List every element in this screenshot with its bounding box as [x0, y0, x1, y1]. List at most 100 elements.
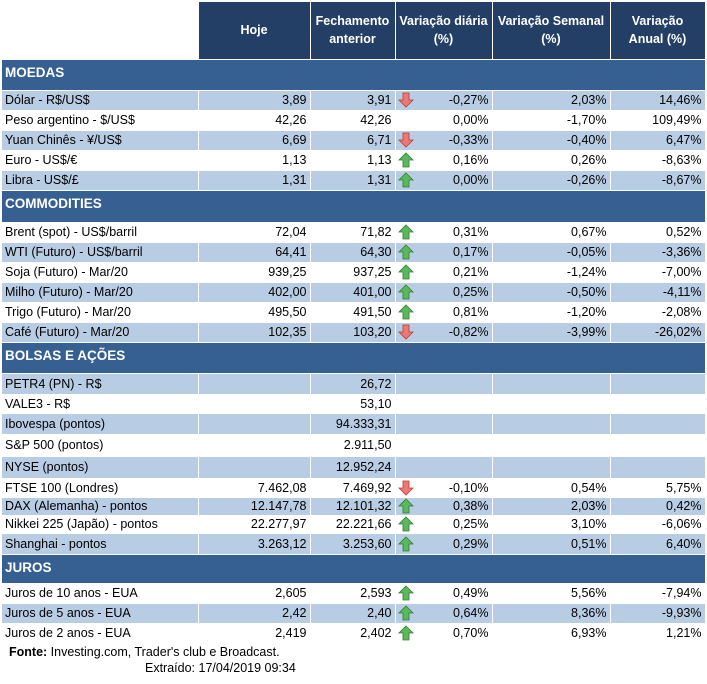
cell-var-anual: 5,75% — [610, 478, 706, 498]
cell-fechamento: 53,10 — [310, 394, 396, 414]
section-title: COMMODITIES — [2, 190, 706, 223]
var-diaria-value: 0,49% — [453, 586, 489, 600]
cell-var-anual: 0,52% — [610, 222, 706, 243]
table-row: Dólar - R$/US$ 3,89 3,91 -0,27% 2,03% 14,46% — [2, 90, 706, 111]
source-note: Fonte: Investing.com, Trader's club e Br… — [2, 644, 705, 660]
var-diaria-value: 0,29% — [453, 536, 489, 551]
cell-var-semanal: -1,70% — [492, 110, 611, 131]
cell-var-anual: 0,42% — [610, 497, 706, 516]
cell-var-diaria: 0,21% — [395, 262, 493, 283]
cell-var-diaria: 0,64% — [395, 603, 493, 624]
table-row: Milho (Futuro) - Mar/20 402,00 401,00 0,25%… — [2, 282, 706, 303]
cell-var-semanal — [492, 373, 611, 395]
cell-hoje: 64,41 — [198, 242, 311, 263]
cell-var-semanal: 2,03% — [492, 497, 611, 516]
source-label: Fonte: — [9, 644, 48, 659]
cell-fechamento: 94.333,31 — [310, 413, 396, 435]
cell-hoje — [198, 456, 311, 479]
row-label: Milho (Futuro) - Mar/20 — [2, 282, 199, 303]
cell-var-anual: 6,47% — [610, 130, 706, 151]
cell-var-semanal: 5,56% — [492, 583, 611, 604]
cell-hoje: 102,35 — [198, 322, 311, 343]
cell-var-semanal: 0,26% — [492, 150, 611, 171]
cell-var-anual: -9,93% — [610, 603, 706, 624]
cell-var-anual: -8,67% — [610, 170, 706, 191]
cell-hoje: 2,42 — [198, 603, 311, 624]
var-diaria-value: 0,25% — [453, 517, 489, 531]
table-row: Juros de 10 anos - EUA 2,605 2,593 0,49% 5,5… — [2, 583, 706, 604]
cell-var-anual — [610, 434, 706, 457]
cell-var-diaria: 0,31% — [395, 222, 493, 243]
cell-var-diaria — [395, 373, 493, 395]
table-row: Shanghai - pontos 3.263,12 3.253,60 0,29% 0,… — [2, 533, 706, 555]
section-header: BOLSAS E AÇÕES — [2, 342, 706, 374]
arrow-up-icon — [397, 244, 414, 260]
cell-var-anual: -7,94% — [610, 583, 706, 604]
table-row: Brent (spot) - US$/barril 72,04 71,82 0,31%… — [2, 222, 706, 243]
cell-var-semanal: 0,67% — [492, 222, 611, 243]
table-row: Libra - US$/£ 1,31 1,31 0,00% -0,26% -8,67% — [2, 170, 706, 191]
var-diaria-value: 0,17% — [453, 245, 489, 259]
row-label: DAX (Alemanha) - pontos — [2, 497, 199, 516]
var-diaria-value: -0,82% — [448, 325, 489, 339]
cell-var-semanal: -0,05% — [492, 242, 611, 263]
cell-fechamento: 1,31 — [310, 170, 396, 191]
cell-var-semanal: -0,40% — [492, 130, 611, 151]
cell-var-anual: -3,36% — [610, 242, 706, 263]
header-fechamento: Fechamento anterior — [310, 2, 396, 60]
cell-fechamento: 2.911,50 — [310, 434, 396, 457]
table-row: Juros de 2 anos - EUA 2,419 2,402 0,70% 6,93… — [2, 623, 706, 644]
cell-var-diaria — [395, 456, 493, 479]
header-var-anual: Variação Anual (%) — [610, 2, 706, 60]
arrow-up-icon — [397, 625, 414, 641]
var-diaria-value: 0,25% — [453, 285, 489, 299]
cell-hoje: 2,605 — [198, 583, 311, 604]
cell-hoje: 3,89 — [198, 90, 311, 111]
row-label: Dólar - R$/US$ — [2, 90, 199, 111]
cell-var-anual — [610, 456, 706, 479]
var-diaria-value: -0,33% — [448, 133, 489, 147]
cell-var-semanal — [492, 413, 611, 435]
cell-var-anual: -6,06% — [610, 515, 706, 534]
cell-var-diaria: 0,25% — [395, 282, 493, 303]
table-row: Ibovespa (pontos) 94.333,31 — [2, 413, 706, 435]
row-label: Libra - US$/£ — [2, 170, 199, 191]
section-header: COMMODITIES — [2, 190, 706, 223]
arrow-up-icon — [397, 605, 414, 621]
cell-fechamento: 12.101,32 — [310, 497, 396, 516]
cell-var-semanal: -0,50% — [492, 282, 611, 303]
cell-var-diaria: 0,16% — [395, 150, 493, 171]
row-label: VALE3 - R$ — [2, 394, 199, 414]
cell-hoje: 495,50 — [198, 302, 311, 323]
market-table: Hoje Fechamento anterior Variação diária… — [2, 2, 706, 644]
cell-hoje: 1,31 — [198, 170, 311, 191]
cell-var-semanal: 0,54% — [492, 478, 611, 498]
cell-var-anual — [610, 373, 706, 395]
var-diaria-value: 0,00% — [453, 173, 489, 187]
cell-var-semanal — [492, 394, 611, 414]
cell-fechamento: 2,593 — [310, 583, 396, 604]
arrow-up-icon — [397, 304, 414, 320]
section-title: BOLSAS E AÇÕES — [2, 342, 706, 374]
section-title: MOEDAS — [2, 59, 706, 91]
row-label: Shanghai - pontos — [2, 533, 199, 555]
row-label: Euro - US$/€ — [2, 150, 199, 171]
arrow-down-icon — [397, 480, 414, 496]
cell-var-diaria: 0,00% — [395, 170, 493, 191]
row-label: Juros de 10 anos - EUA — [2, 583, 199, 604]
cell-var-semanal — [492, 456, 611, 479]
row-label: S&P 500 (pontos) — [2, 434, 199, 457]
cell-var-diaria: -0,10% — [395, 478, 493, 498]
header-row: Hoje Fechamento anterior Variação diária… — [2, 2, 706, 60]
section-header: JUROS — [2, 554, 706, 584]
table-row: S&P 500 (pontos) 2.911,50 — [2, 434, 706, 457]
header-blank — [2, 2, 199, 60]
section-header: MOEDAS — [2, 59, 706, 91]
table-row: Peso argentino - $/US$ 42,26 42,26 0,00% -1,… — [2, 110, 706, 131]
table-row: Soja (Futuro) - Mar/20 939,25 937,25 0,21% -… — [2, 262, 706, 283]
cell-hoje: 1,13 — [198, 150, 311, 171]
cell-fechamento: 12.952,24 — [310, 456, 396, 479]
cell-hoje: 3.263,12 — [198, 533, 311, 555]
row-label: Ibovespa (pontos) — [2, 413, 199, 435]
